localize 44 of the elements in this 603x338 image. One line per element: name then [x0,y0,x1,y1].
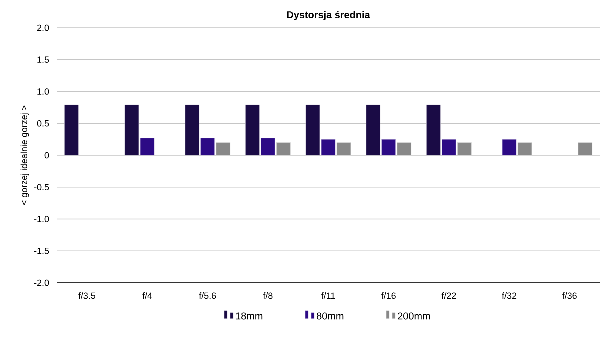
bar [518,142,532,156]
bar [321,139,336,156]
y-tick-label: -0.5 [34,184,50,191]
legend-label: 18mm [236,312,263,320]
bar [426,104,441,156]
bar [442,139,456,156]
bar [382,139,396,156]
y-tick-label: 0 [44,152,50,159]
x-tick-label: f/4 [142,292,152,300]
x-tick-label: f/11 [321,292,336,300]
y-tick-label: 1.0 [38,88,50,95]
bar [306,104,320,156]
bar [64,104,79,156]
y-tick-label: -1.5 [34,248,50,254]
bar [457,142,472,156]
y-tick-label: 0.5 [37,120,50,127]
y-axis-title: < gorzej idealnie gorzej > [20,106,30,206]
bar [140,138,155,156]
x-tick-label: f/32 [502,292,517,300]
bar [185,104,200,156]
bar [276,142,291,156]
bar [216,142,231,156]
y-tick-label: 1.5 [38,56,50,64]
bar [124,104,140,156]
bar [366,104,381,156]
y-tick-label: -2.0 [34,280,50,286]
bar [336,142,352,156]
x-tick-label: f/8 [263,292,273,300]
y-tick-label: -1.0 [34,216,50,222]
chart-title: Dystorsja średnia [287,11,370,20]
x-tick-label: f/5.6 [199,292,216,300]
x-tick-label: f/36 [562,292,577,300]
bar [502,139,517,156]
bar [245,104,260,156]
legend-label: 200mm [398,312,430,320]
x-tick-label: f/22 [442,292,456,300]
x-tick-label: f/3.5 [78,292,96,300]
x-tick-label: f/16 [381,292,396,300]
bar [397,142,412,156]
bar [578,142,593,156]
legend-label: 80mm [317,312,344,320]
bar [260,138,276,156]
y-tick-label: 2.0 [37,24,50,32]
bar [200,138,216,156]
